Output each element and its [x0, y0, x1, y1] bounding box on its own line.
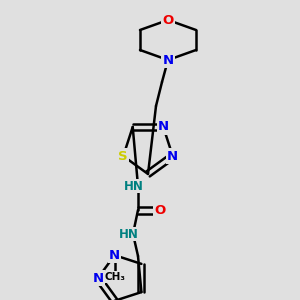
Text: HN: HN [124, 179, 144, 193]
Text: HN: HN [119, 227, 139, 241]
Text: N: N [162, 53, 174, 67]
Text: S: S [118, 149, 128, 163]
Text: CH₃: CH₃ [104, 272, 125, 282]
Text: O: O [162, 14, 174, 26]
Text: N: N [92, 272, 104, 284]
Text: O: O [154, 203, 166, 217]
Text: N: N [167, 149, 178, 163]
Text: N: N [109, 249, 120, 262]
Text: N: N [158, 121, 169, 134]
